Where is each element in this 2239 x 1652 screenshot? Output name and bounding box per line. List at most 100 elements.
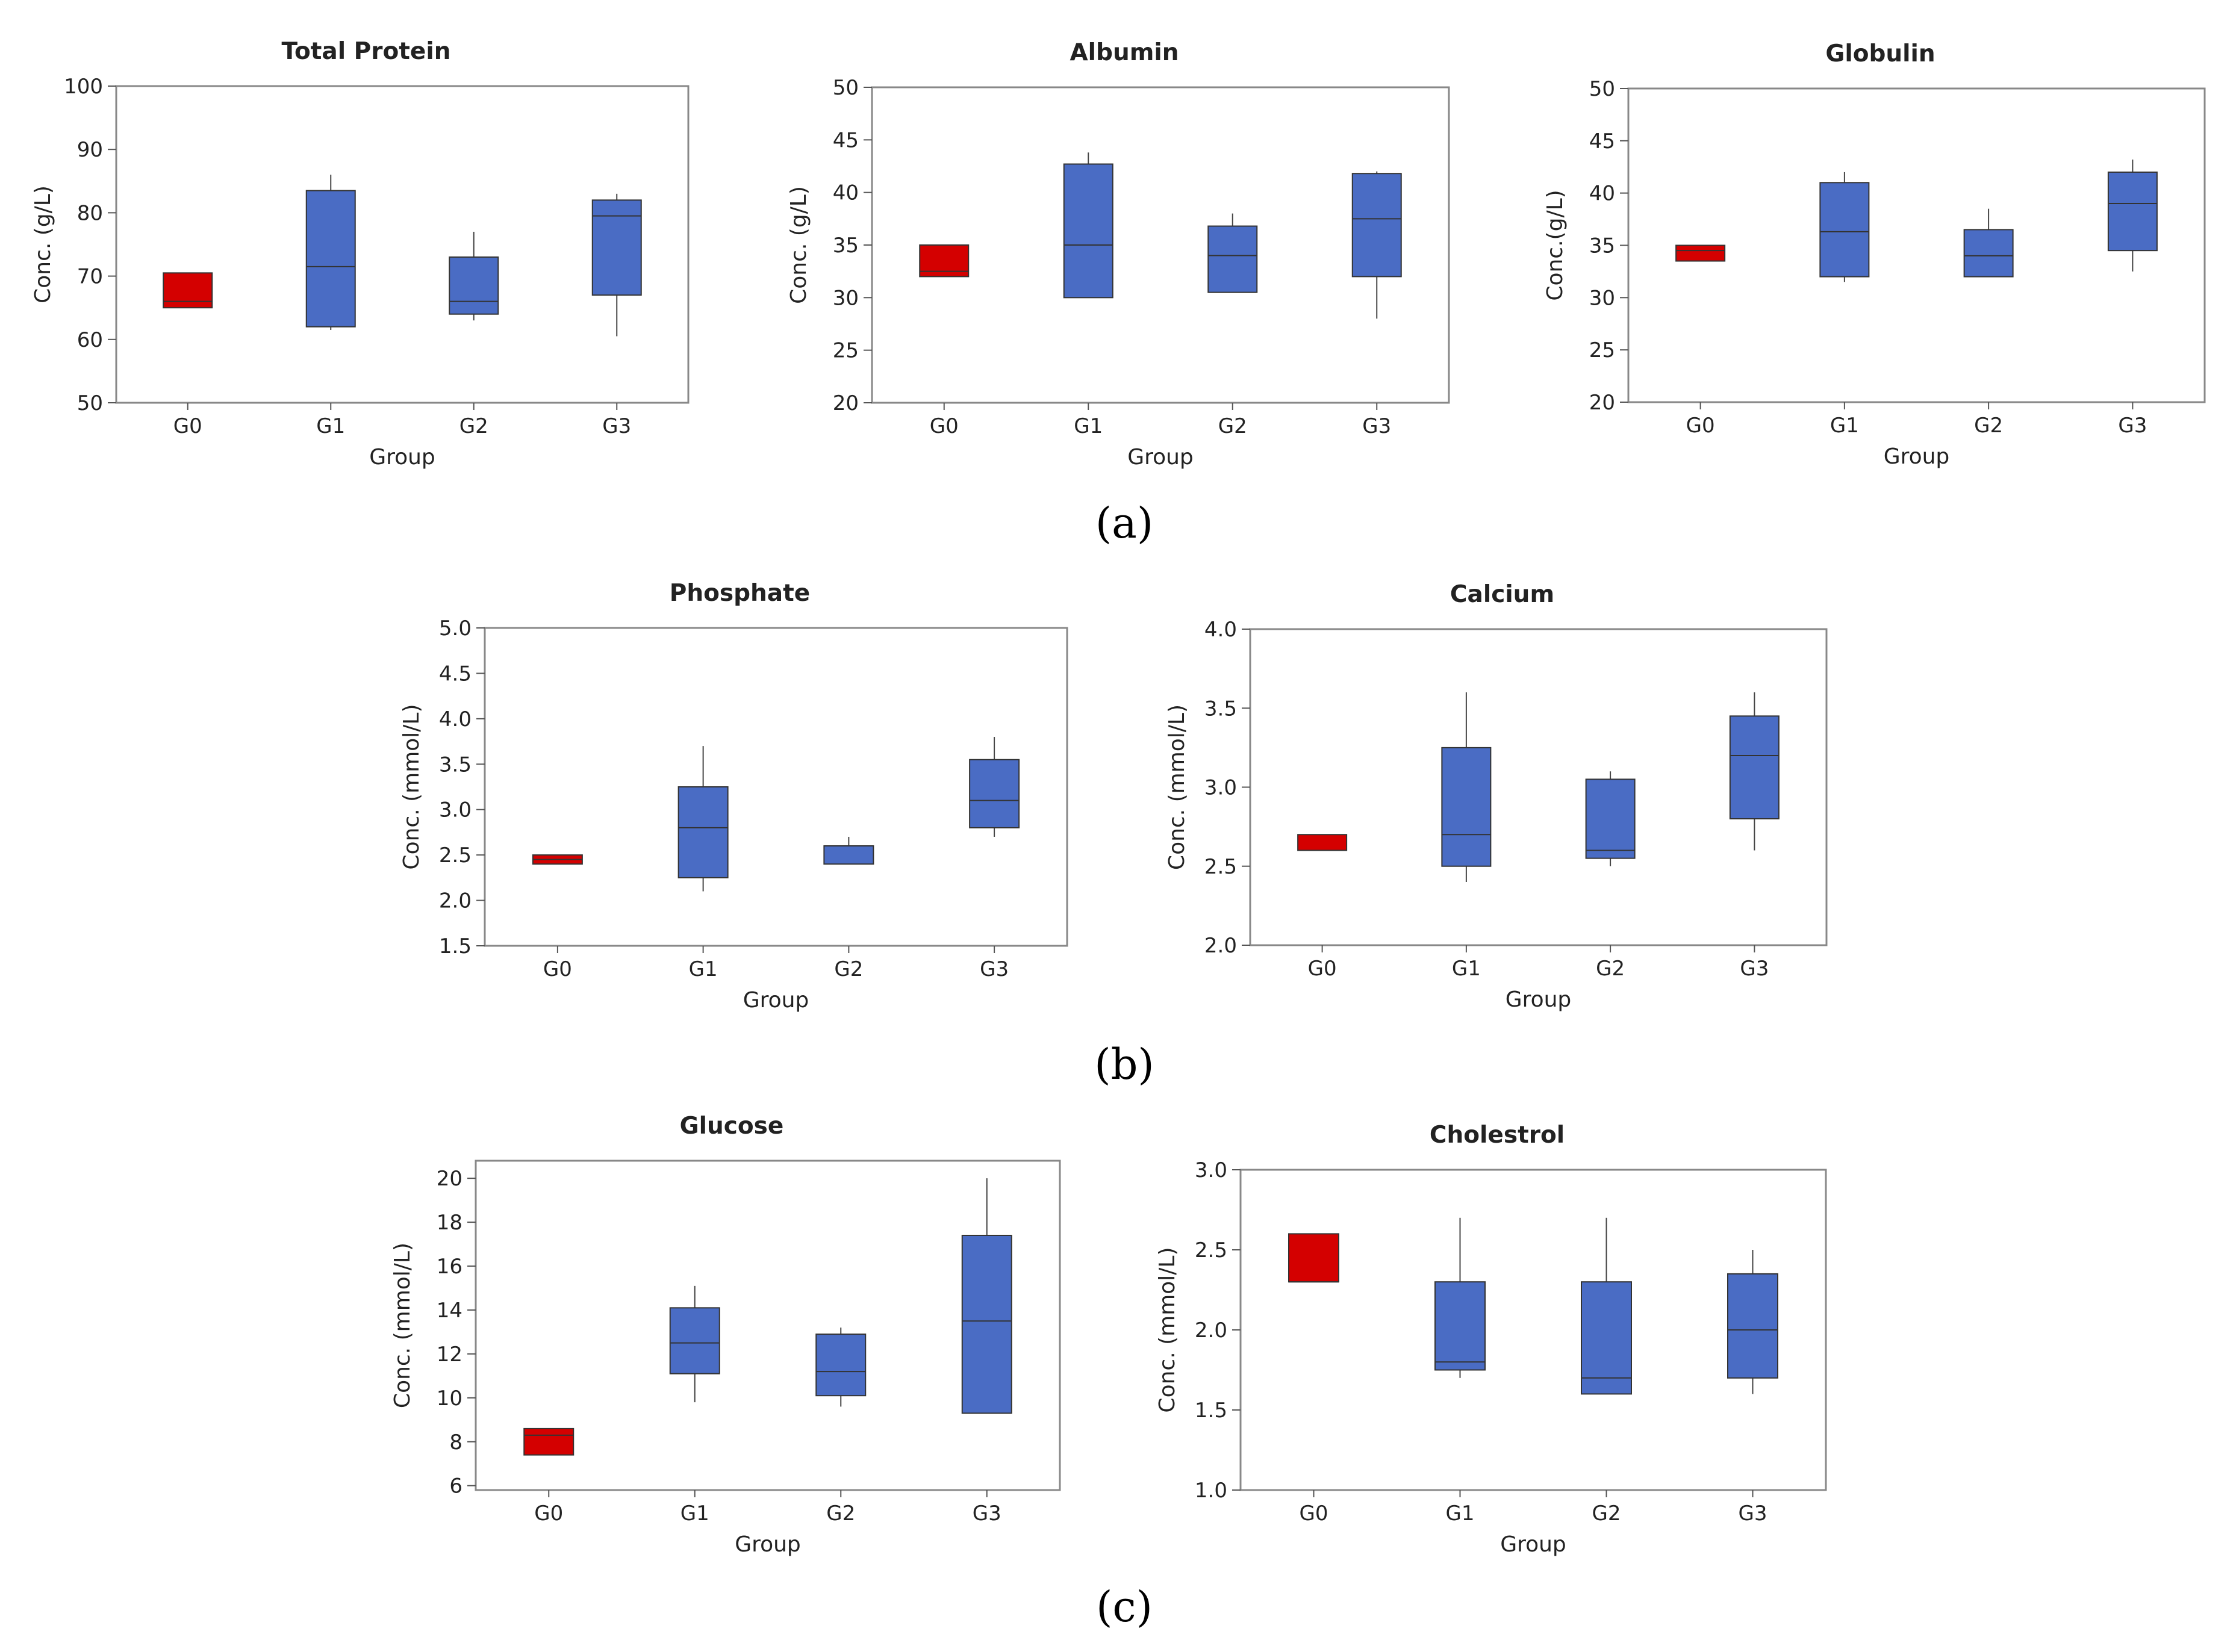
y-tick-label: 18 [437, 1211, 462, 1235]
y-tick-label: 10 [437, 1386, 462, 1411]
x-tick-label: G2 [459, 414, 488, 438]
chart-title: Globulin [1825, 40, 1935, 67]
x-tick-label: G1 [1074, 414, 1103, 438]
y-tick-label: 30 [1589, 286, 1615, 310]
x-tick-label: G3 [1739, 1501, 1767, 1526]
y-tick-label: 2.5 [439, 843, 472, 868]
x-tick-label: G0 [1300, 1501, 1328, 1526]
panel-label-b: (b) [1094, 1040, 1154, 1089]
chart-glucose: Glucose 6 8 10 12 14 16 18 20 G0 G1 G2 G3 Group Conc. … [390, 1113, 1061, 1557]
y-tick-label: 2.0 [1204, 934, 1237, 958]
y-tick-label: 8 [449, 1430, 462, 1455]
y-axis-label: Conc. (mmol/L) [1165, 704, 1189, 870]
box-g3 [2107, 171, 2158, 252]
box-g0 [163, 272, 213, 309]
x-tick-label: G2 [1218, 414, 1247, 438]
panel-label-c: (c) [1096, 1582, 1153, 1632]
box-g1 [1441, 747, 1492, 867]
y-tick-label: 1.5 [439, 934, 472, 958]
x-tick-label: G3 [973, 1501, 1001, 1526]
y-tick-label: 2.0 [439, 889, 472, 913]
y-tick-label: 25 [833, 339, 859, 363]
x-tick-label: G2 [826, 1501, 855, 1526]
y-axis-label: Conc.(g/L) [1543, 190, 1568, 300]
y-tick-label: 2.5 [1204, 855, 1237, 879]
box-g3 [961, 1234, 1012, 1414]
x-tick-label: G3 [2118, 414, 2147, 438]
y-tick-label: 16 [437, 1255, 462, 1279]
x-tick-label: G0 [173, 414, 202, 438]
y-tick-label: 4.0 [1204, 618, 1237, 642]
box-g3 [1727, 1273, 1778, 1379]
chart-cholestrol: Cholestrol 1.0 1.5 2.0 2.5 3.0 G0 G1 G2 G3 Group Co… [1155, 1122, 1827, 1557]
x-axis-label: Group [1500, 1532, 1566, 1557]
x-tick-label: G3 [1362, 414, 1391, 438]
y-tick-label: 14 [437, 1299, 462, 1323]
x-axis-label: Group [1884, 444, 1950, 469]
x-tick-label: G2 [1592, 1501, 1621, 1526]
x-tick-label: G0 [1308, 957, 1337, 981]
y-tick-label: 25 [1589, 338, 1615, 362]
box-g1 [1819, 182, 1870, 278]
x-tick-label: G3 [1740, 957, 1769, 981]
chart-title: Cholestrol [1430, 1122, 1565, 1149]
y-axis-label: Conc. (g/L) [31, 185, 55, 303]
y-tick-label: 2.5 [1195, 1238, 1227, 1262]
x-tick-label: G1 [1446, 1501, 1475, 1526]
box-g2 [1581, 1281, 1632, 1395]
y-tick-label: 4.0 [439, 707, 472, 731]
x-tick-label: G1 [1452, 957, 1481, 981]
chart-total-protein: Total Protein 50 60 70 80 90 100 G0 G1 G2 G3 Group C… [31, 38, 690, 470]
y-tick-label: 30 [833, 286, 859, 310]
box-g2 [823, 845, 874, 865]
y-tick-label: 3.0 [439, 798, 472, 822]
y-tick-label: 6 [449, 1474, 462, 1498]
y-tick-label: 70 [77, 265, 103, 289]
y-tick-label: 1.5 [1195, 1399, 1227, 1423]
chart-title: Albumin [1070, 39, 1179, 66]
y-tick-label: 3.5 [439, 753, 472, 777]
x-tick-label: G2 [1596, 957, 1625, 981]
box-g1 [1434, 1281, 1486, 1371]
y-tick-label: 100 [64, 75, 103, 99]
box-g0 [1675, 244, 1726, 262]
y-axis-label: Conc. (mmol/L) [1155, 1247, 1180, 1412]
x-tick-label: G2 [834, 957, 863, 981]
y-tick-label: 35 [1589, 234, 1615, 258]
y-tick-label: 3.0 [1195, 1158, 1227, 1182]
y-tick-label: 50 [77, 391, 103, 415]
y-tick-label: 3.5 [1204, 697, 1237, 721]
box-g2 [449, 256, 499, 315]
x-tick-label: G0 [930, 414, 959, 438]
x-tick-label: G3 [980, 957, 1009, 981]
x-tick-label: G3 [602, 414, 631, 438]
y-axis-label: Conc. (mmol/L) [390, 1243, 415, 1408]
y-tick-label: 90 [77, 138, 103, 162]
x-tick-label: G2 [1974, 414, 2003, 438]
y-tick-label: 40 [1589, 182, 1615, 206]
x-tick-label: G1 [689, 957, 718, 981]
box-g2 [1207, 225, 1258, 293]
y-tick-label: 20 [1589, 391, 1615, 415]
box-g3 [969, 759, 1020, 828]
y-tick-label: 50 [1589, 77, 1615, 101]
y-tick-label: 20 [437, 1167, 462, 1191]
plot-frame-phosphate [484, 627, 1068, 947]
box-g2 [1963, 229, 2014, 278]
box-g1 [1063, 163, 1113, 299]
y-tick-label: 60 [77, 328, 103, 352]
x-axis-label: Group [1506, 987, 1572, 1012]
box-g2 [815, 1334, 867, 1397]
chart-globulin: Globulin 20 25 30 35 40 45 50 G0 G1 G2 G3 Group Conc.… [1543, 40, 2206, 469]
x-axis-label: Group [735, 1532, 801, 1557]
x-tick-label: G0 [543, 957, 572, 981]
box-g2 [1585, 778, 1636, 859]
y-tick-label: 45 [1589, 129, 1615, 154]
y-tick-label: 45 [833, 128, 859, 152]
x-axis-label: Group [1127, 445, 1194, 470]
chart-title: Phosphate [670, 580, 810, 607]
x-tick-label: G1 [316, 414, 345, 438]
y-tick-label: 35 [833, 234, 859, 258]
y-tick-label: 50 [833, 76, 859, 100]
box-g0 [523, 1427, 575, 1456]
